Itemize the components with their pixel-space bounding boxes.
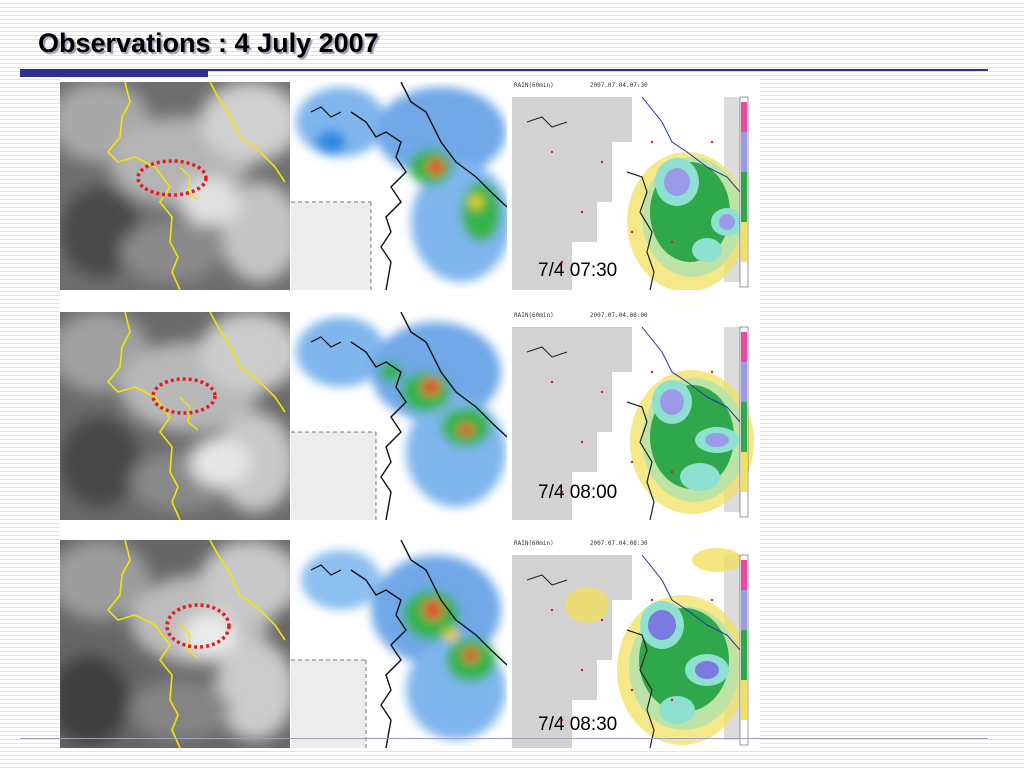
title-rule-accent [20,69,208,77]
time-label: 7/4 07:30 [538,260,618,281]
observation-row-0800: RAIN(60min) 2007.07.04.08:00 7/4 08:00 [60,308,760,522]
observation-figure: RAIN(60min) 2007.07.04.07:30 7/4 07:30 [60,78,760,748]
radar-image [291,312,507,520]
satellite-ir-image [60,312,290,520]
radar-graphic [291,540,507,748]
radar-image [291,540,507,748]
rain-map-variable: RAIN(60min) [514,82,554,89]
rain-map-header: RAIN(60min) 2007.07.04.07:30 [514,82,648,89]
satellite-ir-graphic [60,540,290,748]
satellite-ir-image [60,82,290,290]
radar-graphic [291,82,507,290]
time-label: 7/4 08:00 [538,482,618,503]
rainfall-map: RAIN(60min) 2007.07.04.08:00 [512,312,756,520]
satellite-ir-image [60,540,290,748]
rainfall-map-graphic [512,540,756,748]
rain-map-variable: RAIN(60min) [514,540,554,547]
rain-map-header: RAIN(60min) 2007.07.04.08:00 [514,312,648,319]
satellite-ir-graphic [60,312,290,520]
rain-map-variable: RAIN(60min) [514,312,554,319]
highlight-ellipse [151,377,217,415]
rainfall-map: RAIN(60min) 2007.07.04.08:30 [512,540,756,748]
observation-row-0830: RAIN(60min) 2007.07.04.08:30 7/4 08:30 [60,536,760,750]
rain-map-timestamp: 2007.07.04.08:30 [589,540,648,547]
rain-map-timestamp: 2007.07.04.08:00 [589,312,648,319]
bottom-rule [20,738,988,739]
title-rule [20,69,988,71]
highlight-ellipse [165,603,231,649]
observation-row-0730: RAIN(60min) 2007.07.04.07:30 7/4 07:30 [60,78,760,292]
radar-image [291,82,507,290]
slide-title: Observations : 4 July 2007 [38,28,379,58]
rainfall-map-graphic [512,312,756,520]
satellite-ir-graphic [60,82,290,290]
rainfall-map: RAIN(60min) 2007.07.04.07:30 [512,82,756,290]
radar-graphic [291,312,507,520]
rainfall-map-graphic [512,82,756,290]
highlight-ellipse [136,159,208,197]
rain-map-timestamp: 2007.07.04.07:30 [589,82,648,89]
rain-map-header: RAIN(60min) 2007.07.04.08:30 [514,540,648,547]
time-label: 7/4 08:30 [538,714,618,735]
